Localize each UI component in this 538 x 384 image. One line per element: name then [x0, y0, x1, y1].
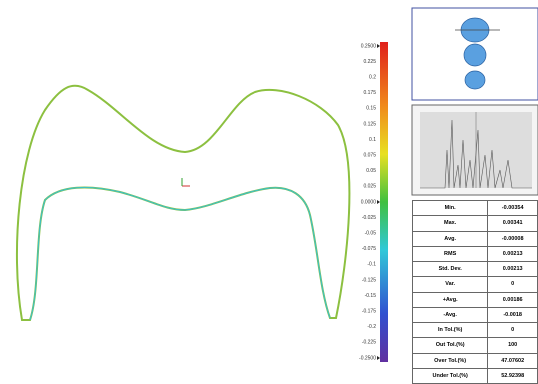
- scale-label: 0.2500: [361, 43, 377, 49]
- scale-label: -0.175: [362, 309, 376, 315]
- scale-label: -0.075: [362, 246, 376, 252]
- scale-label: -0.05: [365, 231, 377, 237]
- stat-value: 0: [488, 277, 538, 292]
- stat-label: In Tol.(%): [413, 323, 488, 338]
- scale-label: 0.025: [363, 184, 376, 190]
- inner-contour: [30, 187, 330, 320]
- stat-value: 0: [488, 323, 538, 338]
- stat-label: -Avg.: [413, 307, 488, 322]
- scale-label: -0.2: [367, 324, 376, 330]
- scale-marker: [377, 44, 380, 48]
- stats-row: Over Tol.(%)47.07602: [413, 353, 538, 368]
- stats-row: +Avg.0.00186: [413, 292, 538, 307]
- scale-label: 0.225: [363, 59, 376, 65]
- scale-label: -0.125: [362, 277, 376, 283]
- stats-row: -Avg.-0.0018: [413, 307, 538, 322]
- color-bar: [380, 42, 388, 362]
- scale-label: 0.0000: [361, 199, 377, 205]
- scale-label: -0.2500: [359, 355, 376, 361]
- stat-label: +Avg.: [413, 292, 488, 307]
- screen: 0.2500 0.225 0.2 0.175 0.15 0.125 0.1 0.075 0.05…: [0, 0, 538, 384]
- scale-label: 0.2: [369, 75, 376, 81]
- stat-label: Std. Dev.: [413, 262, 488, 277]
- stat-value: 0.00186: [488, 292, 538, 307]
- scale-label: -0.1: [367, 262, 376, 268]
- stat-label: Min.: [413, 201, 488, 216]
- scale-label: 0.175: [363, 90, 376, 96]
- stat-label: RMS: [413, 246, 488, 261]
- stat-value: -0.00354: [488, 201, 538, 216]
- scale-label: 0.05: [366, 168, 376, 174]
- scale-label: 0.125: [363, 121, 376, 127]
- stat-value: 0.00213: [488, 246, 538, 261]
- scale-label: 0.1: [369, 137, 376, 143]
- scale-label: -0.025: [362, 215, 376, 221]
- stat-value: 0.00213: [488, 262, 538, 277]
- stat-value: 52.92398: [488, 368, 538, 383]
- axis-triad: [182, 178, 190, 186]
- stat-value: 47.07602: [488, 353, 538, 368]
- stat-value: 0.00341: [488, 216, 538, 231]
- stat-label: Avg.: [413, 231, 488, 246]
- stats-row: In Tol.(%)0: [413, 323, 538, 338]
- stat-label: Var.: [413, 277, 488, 292]
- stats-row: Avg.-0.00008: [413, 231, 538, 246]
- stats-row: Under Tol.(%)52.92398: [413, 368, 538, 383]
- stats-row: Max.0.00341: [413, 216, 538, 231]
- scale-marker: [377, 356, 380, 360]
- stat-value: 100: [488, 338, 538, 353]
- scale-label: -0.225: [362, 340, 376, 346]
- stat-label: Out Tol.(%): [413, 338, 488, 353]
- stat-label: Max.: [413, 216, 488, 231]
- scale-marker: [377, 200, 380, 204]
- stats-row: Var.0: [413, 277, 538, 292]
- stats-row: Min.-0.00354: [413, 201, 538, 216]
- stat-label: Over Tol.(%): [413, 353, 488, 368]
- stat-label: Under Tol.(%): [413, 368, 488, 383]
- scale-label: 0.075: [363, 153, 376, 159]
- stats-row: Out Tol.(%)100: [413, 338, 538, 353]
- stats-row: Std. Dev.0.00213: [413, 262, 538, 277]
- stat-value: -0.0018: [488, 307, 538, 322]
- stat-value: -0.00008: [488, 231, 538, 246]
- scale-label: -0.15: [365, 293, 377, 299]
- scale-label: 0.15: [366, 106, 376, 112]
- outer-contour: [17, 86, 349, 320]
